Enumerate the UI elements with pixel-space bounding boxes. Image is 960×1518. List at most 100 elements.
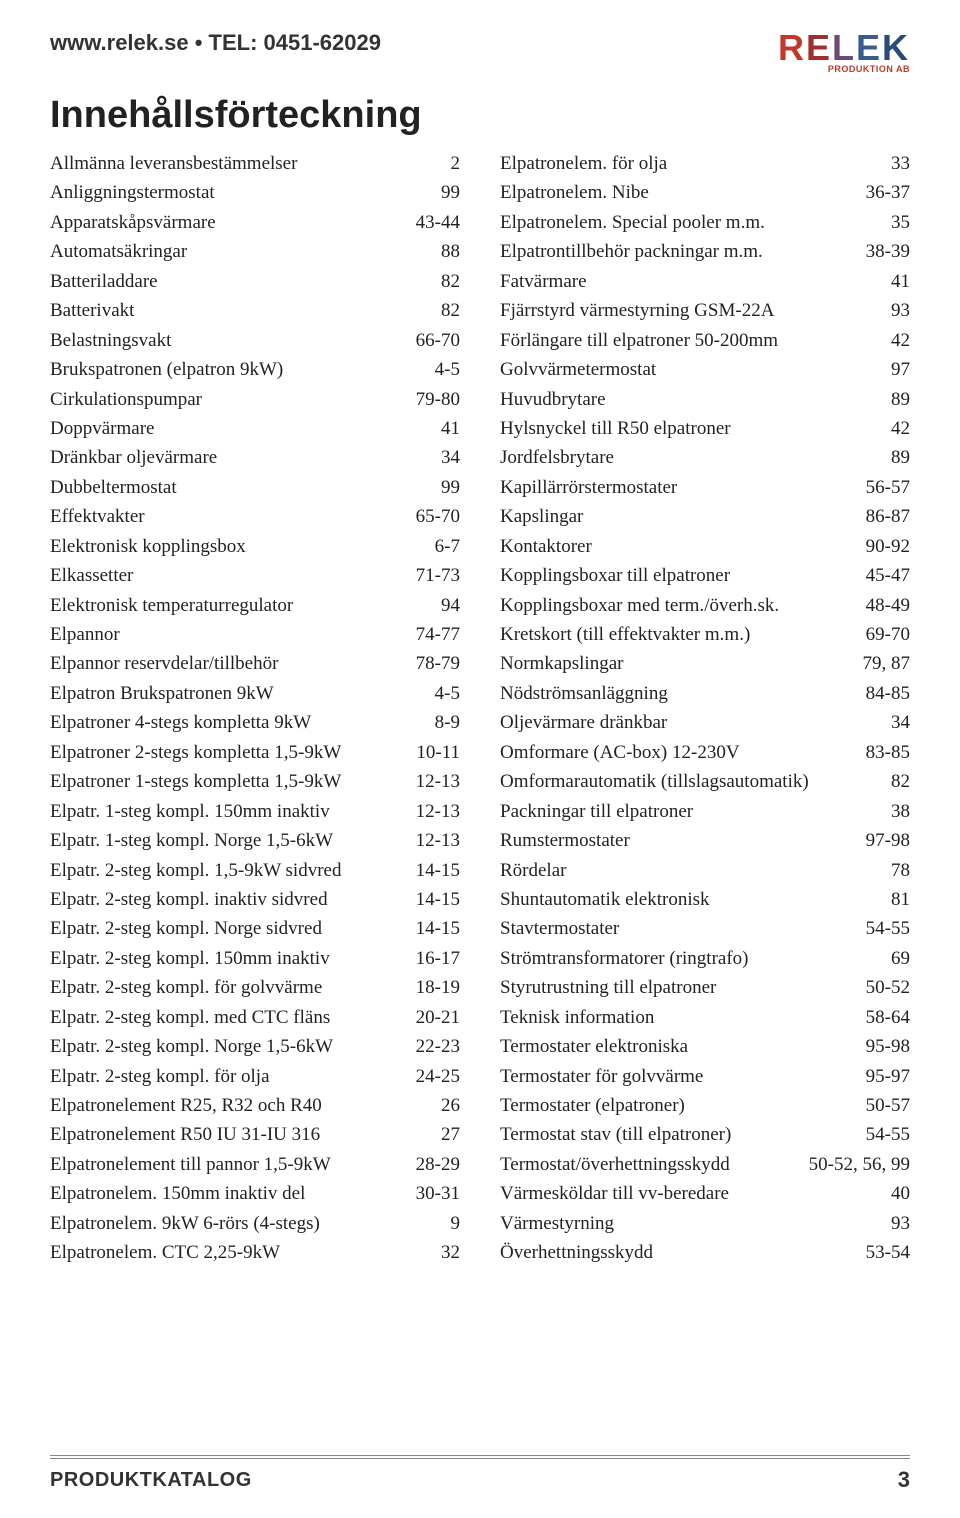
toc-page: 38	[883, 797, 910, 826]
toc-page: 41	[883, 267, 910, 296]
toc-label: Styrutrustning till elpatroner	[500, 973, 858, 1002]
toc-row: Elpatroner 4-stegs kompletta 9kW8-9	[50, 708, 460, 737]
toc-page: 93	[883, 1209, 910, 1238]
toc-page: 89	[883, 385, 910, 414]
toc-label: Överhettningsskydd	[500, 1238, 858, 1267]
toc-row: Elpatr. 2-steg kompl. för golvvärme18-19	[50, 973, 460, 1002]
toc-page: 50-52	[858, 973, 910, 1002]
toc-page: 50-57	[858, 1091, 910, 1120]
toc-label: Elpatronelement R50 IU 31-IU 316	[50, 1120, 433, 1149]
toc-label: Elpatronelem. CTC 2,25-9kW	[50, 1238, 433, 1267]
toc-row: Termostater elektroniska95-98	[500, 1032, 910, 1061]
toc-page: 30-31	[408, 1179, 460, 1208]
toc-row: Nödströmsanläggning84-85	[500, 679, 910, 708]
toc-label: Elpatr. 2-steg kompl. Norge 1,5-6kW	[50, 1032, 408, 1061]
toc-row: Batteriladdare82	[50, 267, 460, 296]
toc-label: Elkassetter	[50, 561, 408, 590]
toc-page: 36-37	[858, 178, 910, 207]
toc-page: 84-85	[858, 679, 910, 708]
toc-label: Omformare (AC-box) 12-230V	[500, 738, 858, 767]
toc-label: Kopplingsboxar till elpatroner	[500, 561, 858, 590]
toc-page: 8-9	[427, 708, 460, 737]
toc-row: Kontaktorer90-92	[500, 532, 910, 561]
toc-page: 71-73	[408, 561, 460, 590]
toc-label: Elpatron Brukspatronen 9kW	[50, 679, 427, 708]
toc-page: 56-57	[858, 473, 910, 502]
toc-row: Rördelar78	[500, 856, 910, 885]
toc-page: 6-7	[427, 532, 460, 561]
toc-page: 43-44	[408, 208, 460, 237]
toc-page: 97	[883, 355, 910, 384]
toc-page: 97-98	[858, 826, 910, 855]
toc-label: Elpatr. 2-steg kompl. 150mm inaktiv	[50, 944, 408, 973]
toc-label: Kretskort (till effektvakter m.m.)	[500, 620, 858, 649]
toc-row: Elpatronelem. 9kW 6-rörs (4-stegs)9	[50, 1209, 460, 1238]
toc-page: 14-15	[408, 856, 460, 885]
toc-row: Elpatroner 2-stegs kompletta 1,5-9kW10-1…	[50, 738, 460, 767]
toc-row: Jordfelsbrytare89	[500, 443, 910, 472]
toc-row: Elpatronelem. Special pooler m.m.35	[500, 208, 910, 237]
toc-label: Elektronisk temperaturregulator	[50, 591, 433, 620]
toc-row: Batterivakt82	[50, 296, 460, 325]
toc-page: 42	[883, 326, 910, 355]
toc-page: 34	[433, 443, 460, 472]
toc-row: Elpatr. 2-steg kompl. 1,5-9kW sidvred14-…	[50, 856, 460, 885]
toc-page: 81	[883, 885, 910, 914]
toc-page: 14-15	[408, 885, 460, 914]
toc-page: 2	[443, 149, 461, 178]
toc-page: 78-79	[408, 649, 460, 678]
toc-page: 14-15	[408, 914, 460, 943]
toc-page: 9	[443, 1209, 461, 1238]
toc-label: Termostater elektroniska	[500, 1032, 858, 1061]
toc-columns: Allmänna leveransbestämmelser2Anliggning…	[50, 149, 910, 1268]
toc-page: 27	[433, 1120, 460, 1149]
toc-row: Elpatr. 2-steg kompl. för olja24-25	[50, 1062, 460, 1091]
toc-row: Elpatr. 2-steg kompl. inaktiv sidvred14-…	[50, 885, 460, 914]
toc-label: Elpannor	[50, 620, 408, 649]
toc-label: Elpatronelement R25, R32 och R40	[50, 1091, 433, 1120]
toc-row: Elpatronelem. Nibe36-37	[500, 178, 910, 207]
page-title: Innehållsförteckning	[50, 94, 910, 137]
toc-row: Elpatronelement till pannor 1,5-9kW28-29	[50, 1150, 460, 1179]
toc-page: 45-47	[858, 561, 910, 590]
toc-page: 58-64	[858, 1003, 910, 1032]
toc-label: Kapslingar	[500, 502, 858, 531]
toc-label: Brukspatronen (elpatron 9kW)	[50, 355, 427, 384]
toc-row: Doppvärmare41	[50, 414, 460, 443]
toc-page: 86-87	[858, 502, 910, 531]
toc-row: Allmänna leveransbestämmelser2	[50, 149, 460, 178]
toc-row: Omformarautomatik (tillslagsautomatik)82	[500, 767, 910, 796]
logo: RELEK PRODUKTION AB	[778, 30, 910, 74]
toc-row: Omformare (AC-box) 12-230V83-85	[500, 738, 910, 767]
toc-row: Packningar till elpatroner38	[500, 797, 910, 826]
toc-page: 88	[433, 237, 460, 266]
toc-row: Kopplingsboxar med term./överh.sk.48-49	[500, 591, 910, 620]
toc-page: 82	[433, 296, 460, 325]
toc-label: Dränkbar oljevärmare	[50, 443, 433, 472]
toc-page: 69-70	[858, 620, 910, 649]
toc-label: Elpatr. 2-steg kompl. 1,5-9kW sidvred	[50, 856, 408, 885]
toc-row: Cirkulationspumpar79-80	[50, 385, 460, 414]
toc-label: Teknisk information	[500, 1003, 858, 1032]
toc-label: Strömtransformatorer (ringtrafo)	[500, 944, 883, 973]
logo-text: RELEK	[778, 30, 910, 66]
toc-label: Elpatronelem. för olja	[500, 149, 883, 178]
toc-label: Elektronisk kopplingsbox	[50, 532, 427, 561]
toc-row: Termostat/överhettningsskydd50-52, 56, 9…	[500, 1150, 910, 1179]
toc-row: Elpatr. 2-steg kompl. med CTC fläns20-21	[50, 1003, 460, 1032]
toc-row: Elektronisk kopplingsbox6-7	[50, 532, 460, 561]
toc-label: Rördelar	[500, 856, 883, 885]
toc-page: 82	[433, 267, 460, 296]
toc-label: Apparatskåpsvärmare	[50, 208, 408, 237]
toc-row: Elpatr. 1-steg kompl. Norge 1,5-6kW12-13	[50, 826, 460, 855]
toc-label: Elpatr. 2-steg kompl. Norge sidvred	[50, 914, 408, 943]
toc-page: 10-11	[408, 738, 460, 767]
toc-row: Kapillärrörstermostater56-57	[500, 473, 910, 502]
toc-page: 22-23	[408, 1032, 460, 1061]
toc-label: Förlängare till elpatroner 50-200mm	[500, 326, 883, 355]
toc-row: Strömtransformatorer (ringtrafo)69	[500, 944, 910, 973]
toc-row: Apparatskåpsvärmare43-44	[50, 208, 460, 237]
toc-row: Automatsäkringar88	[50, 237, 460, 266]
toc-label: Packningar till elpatroner	[500, 797, 883, 826]
toc-row: Stavtermostater54-55	[500, 914, 910, 943]
